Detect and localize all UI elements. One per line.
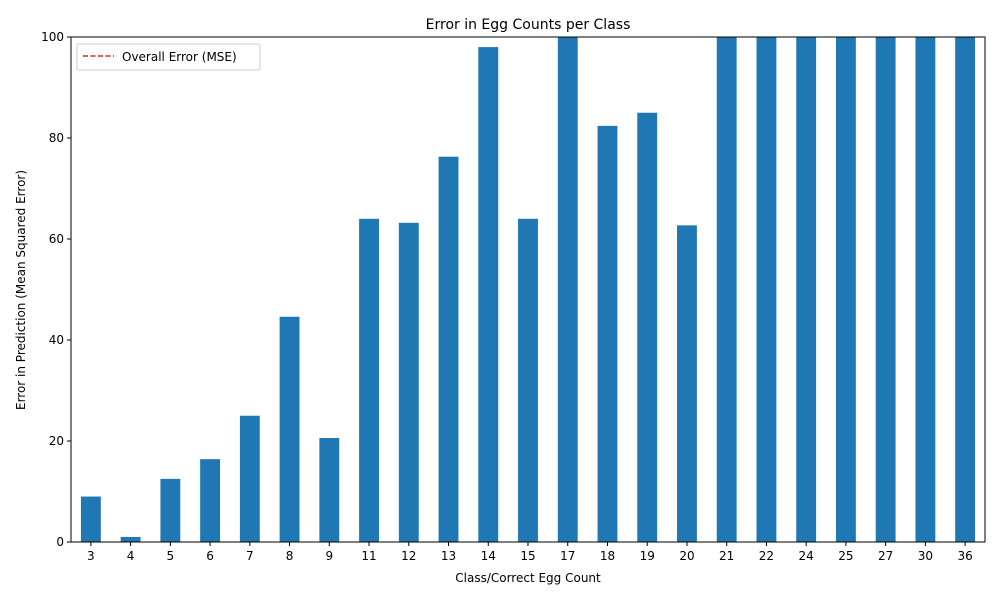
x-tick-label-8: 8 — [286, 549, 294, 563]
x-tick-label-18: 18 — [600, 549, 615, 563]
bar-8 — [279, 316, 300, 542]
x-tick-label-15: 15 — [520, 549, 535, 563]
x-tick-label-5: 5 — [167, 549, 175, 563]
bar-14 — [478, 47, 499, 542]
bar-20 — [677, 225, 697, 543]
bar-24 — [796, 37, 817, 542]
bar-19 — [637, 112, 658, 542]
bar-17 — [557, 37, 578, 542]
x-tick-label-36: 36 — [957, 549, 972, 563]
bar-4 — [120, 536, 141, 542]
x-tick-label-3: 3 — [87, 549, 95, 563]
x-axis-ticks: 3 4 5 6 7 8 9 11 12 13 14 15 17 18 19 20 21 22 24 25 27 30 36 — [87, 542, 973, 563]
x-tick-label-24: 24 — [799, 549, 814, 563]
legend-box — [76, 43, 261, 71]
bar-25 — [835, 37, 856, 542]
y-tick-label-80: 80 — [49, 131, 64, 145]
x-tick-label-11: 11 — [361, 549, 376, 563]
bar-6 — [200, 459, 221, 542]
x-tick-label-14: 14 — [481, 549, 496, 563]
x-tick-label-21: 21 — [719, 549, 734, 563]
x-tick-label-12: 12 — [401, 549, 416, 563]
y-tick-label-20: 20 — [49, 434, 64, 448]
y-tick-label-0: 0 — [56, 535, 64, 549]
y-tick-label-100: 100 — [41, 30, 64, 44]
x-tick-label-20: 20 — [679, 549, 694, 563]
x-axis-label: Class/Correct Egg Count — [455, 571, 601, 585]
x-tick-label-27: 27 — [878, 549, 893, 563]
bar-5 — [160, 478, 181, 542]
bar-11 — [359, 218, 379, 543]
chart-title: Error in Egg Counts per Class — [426, 17, 631, 33]
bar-27 — [875, 37, 896, 542]
x-tick-label-7: 7 — [246, 549, 254, 563]
x-tick-label-30: 30 — [918, 549, 933, 563]
bar-3 — [80, 496, 101, 542]
bar-22 — [756, 37, 777, 542]
x-tick-label-6: 6 — [206, 549, 214, 563]
bar-30 — [915, 37, 936, 542]
y-axis-ticks: 0 20 40 60 80 100 — [41, 30, 71, 549]
x-tick-label-4: 4 — [127, 549, 135, 563]
y-axis-label: Error in Prediction (Mean Squared Error) — [14, 170, 28, 410]
y-tick-label-60: 60 — [49, 232, 64, 246]
plot-frame — [70, 36, 986, 543]
bars-group — [80, 37, 976, 543]
legend: Overall Error (MSE) — [76, 43, 261, 71]
bar-13 — [438, 156, 459, 542]
x-tick-label-22: 22 — [759, 549, 774, 563]
bar-36 — [955, 37, 976, 542]
bar-12 — [398, 222, 419, 542]
x-tick-label-25: 25 — [838, 549, 853, 563]
x-tick-label-13: 13 — [441, 549, 456, 563]
bar-15 — [518, 218, 538, 543]
bar-7 — [239, 415, 260, 542]
bar-9 — [319, 437, 340, 542]
x-tick-label-9: 9 — [325, 549, 333, 563]
y-tick-label-40: 40 — [49, 333, 64, 347]
legend-label-mse: Overall Error (MSE) — [122, 50, 237, 64]
bar-18 — [597, 125, 618, 542]
x-tick-label-19: 19 — [640, 549, 655, 563]
bar-21 — [716, 37, 737, 542]
x-tick-label-17: 17 — [560, 549, 575, 563]
